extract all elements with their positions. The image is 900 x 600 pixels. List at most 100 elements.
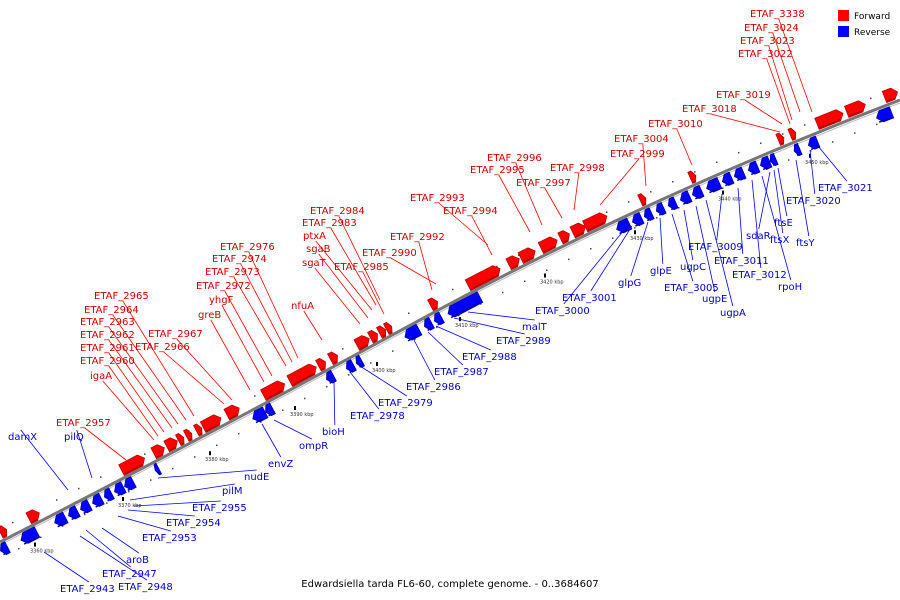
forward-gene-arrow (118, 454, 145, 477)
gene-label: ugpC (680, 262, 706, 273)
forward-gene-arrow (286, 363, 317, 387)
minor-tick (760, 142, 762, 145)
leader-line (744, 99, 783, 125)
leader-line (108, 352, 165, 433)
reverse-gene-arrow (655, 201, 667, 216)
minor-tick (568, 258, 570, 261)
gene-label: ETAF_3024 (744, 23, 799, 34)
reverse-gene-arrow (54, 511, 69, 528)
tick-label: 3360 kbp (30, 549, 54, 555)
leader-line (273, 419, 312, 440)
leader-line (705, 199, 734, 307)
leader-line (112, 314, 187, 421)
reverse-gene-arrow (759, 155, 773, 171)
tick-label: 3430 kbp (630, 236, 654, 242)
leader-line (338, 215, 381, 301)
minor-tick (326, 385, 328, 388)
minor-tick (634, 227, 636, 229)
gene-label: ETAF_2985 (334, 262, 389, 273)
gene-label: ugpA (720, 308, 746, 319)
forward-gene-arrow (537, 236, 558, 254)
minor-tick (238, 432, 240, 435)
reverse-gene-arrow (114, 481, 127, 497)
gene-label: ETAF_2964 (84, 305, 139, 316)
gene-label: glpG (618, 278, 641, 289)
minor-tick (672, 180, 674, 183)
tick-label: 3420 kbp (540, 280, 564, 286)
gene-label: greB (198, 310, 221, 321)
leader-line (79, 535, 148, 581)
forward-gene-arrow (327, 351, 338, 366)
gene-label: ETAF_3004 (614, 134, 669, 145)
gene-label: ETAF_2992 (390, 232, 445, 243)
minor-tick (56, 499, 58, 501)
forward-gene-arrow (25, 509, 40, 525)
leader-line (240, 263, 293, 363)
minor-tick (606, 211, 608, 213)
leader-line (43, 551, 90, 583)
minor-tick (348, 374, 350, 376)
gene-label: ETAF_2990 (362, 248, 417, 259)
forward-gene-arrow (367, 329, 378, 344)
reverse-gene-arrow (92, 492, 105, 508)
leader-line (108, 365, 159, 437)
map-caption: Edwardsiella tarda FL6-60, complete geno… (301, 579, 598, 590)
leader-line (413, 339, 436, 381)
leader-line (127, 509, 195, 517)
tick-label: 3450 kbp (805, 160, 829, 166)
minor-tick (518, 254, 520, 257)
leader-line (438, 202, 489, 246)
reverse-gene-arrow (706, 176, 723, 194)
leader-line (777, 167, 788, 217)
leader-line (102, 380, 155, 441)
tick-label: 3370 kbp (118, 503, 142, 509)
minor-tick (40, 536, 42, 539)
gene-label: ompR (299, 441, 328, 452)
gene-label: envZ (268, 459, 293, 470)
minor-tick (144, 453, 146, 455)
gene-label: ETAF_3011 (714, 256, 769, 267)
minor-tick (408, 312, 410, 314)
gene-label: ETAF_2976 (220, 242, 275, 253)
minor-tick (496, 265, 498, 268)
tick-mark (722, 190, 724, 195)
leader-line (210, 319, 251, 391)
reverse-gene-arrow (447, 291, 484, 319)
leader-line (76, 429, 93, 479)
minor-tick (18, 547, 20, 550)
tick-mark (122, 496, 124, 501)
leader-line (751, 179, 762, 269)
reverse-gene-arrow (691, 184, 705, 200)
reverse-gene-arrow (667, 196, 679, 211)
reverse-gene-arrow (252, 406, 269, 424)
leader-line (599, 158, 640, 206)
forward-gene-arrow (0, 525, 8, 539)
gene-label: ETAF_3010 (648, 119, 703, 130)
forward-gene-arrow (787, 127, 797, 141)
minor-tick (810, 150, 812, 152)
tick-mark (809, 153, 811, 158)
genome-backbone (0, 98, 900, 544)
gene-label: ETAF_2963 (80, 317, 135, 328)
gene-label: ETAF_2995 (470, 165, 525, 176)
reverse-gene-arrow (346, 359, 357, 374)
minor-tick (788, 159, 790, 161)
minor-tick (84, 513, 86, 516)
leader-line (817, 145, 848, 182)
leader-line (515, 162, 543, 226)
minor-tick (716, 161, 718, 163)
leader-line (768, 45, 793, 121)
reverse-gene-arrow (265, 402, 276, 417)
leader-line (716, 193, 723, 241)
reverse-gene-arrow (769, 152, 779, 167)
minor-tick (128, 490, 130, 493)
gene-label: bioH (322, 427, 345, 438)
gene-label: ftsE (774, 218, 793, 229)
gene-label: ETAF_3018 (682, 104, 737, 115)
gene-label: ugpE (702, 294, 727, 305)
leader-line (795, 159, 810, 237)
leader-line (108, 326, 179, 425)
gene-labels: ETAF_3338 ETAF_3024 ETAF_3023 ETAF_3022 ETAF… (8, 9, 873, 595)
reverse-gene-arrow (733, 166, 747, 182)
